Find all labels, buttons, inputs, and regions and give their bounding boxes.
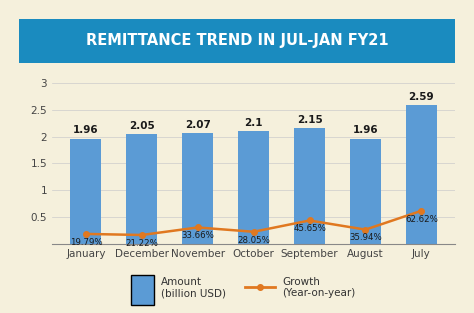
Text: 21.22%: 21.22% xyxy=(125,239,158,248)
Text: 28.05%: 28.05% xyxy=(237,235,270,244)
Bar xyxy=(238,131,269,244)
Bar xyxy=(71,139,101,244)
Text: 62.62%: 62.62% xyxy=(405,214,438,223)
Text: 2.05: 2.05 xyxy=(129,121,155,131)
Bar xyxy=(182,133,213,244)
Text: 2.1: 2.1 xyxy=(244,118,263,128)
Text: 33.66%: 33.66% xyxy=(181,231,214,240)
Text: 1.96: 1.96 xyxy=(73,126,99,136)
Bar xyxy=(127,134,157,244)
Text: 35.94%: 35.94% xyxy=(349,233,382,242)
Text: 1.96: 1.96 xyxy=(353,126,378,136)
Text: Amount
(billion USD): Amount (billion USD) xyxy=(161,276,226,298)
Bar xyxy=(406,105,437,244)
Text: 2.59: 2.59 xyxy=(409,92,434,102)
Text: REMITTANCE TREND IN JUL-JAN FY21: REMITTANCE TREND IN JUL-JAN FY21 xyxy=(86,33,388,48)
Bar xyxy=(294,128,325,244)
Bar xyxy=(350,139,381,244)
FancyBboxPatch shape xyxy=(131,275,154,305)
Text: 2.07: 2.07 xyxy=(185,120,210,130)
Text: Growth
(Year-on-year): Growth (Year-on-year) xyxy=(283,276,356,298)
Text: 19.79%: 19.79% xyxy=(70,238,102,247)
Text: 45.65%: 45.65% xyxy=(293,224,326,233)
Text: 2.15: 2.15 xyxy=(297,115,322,125)
